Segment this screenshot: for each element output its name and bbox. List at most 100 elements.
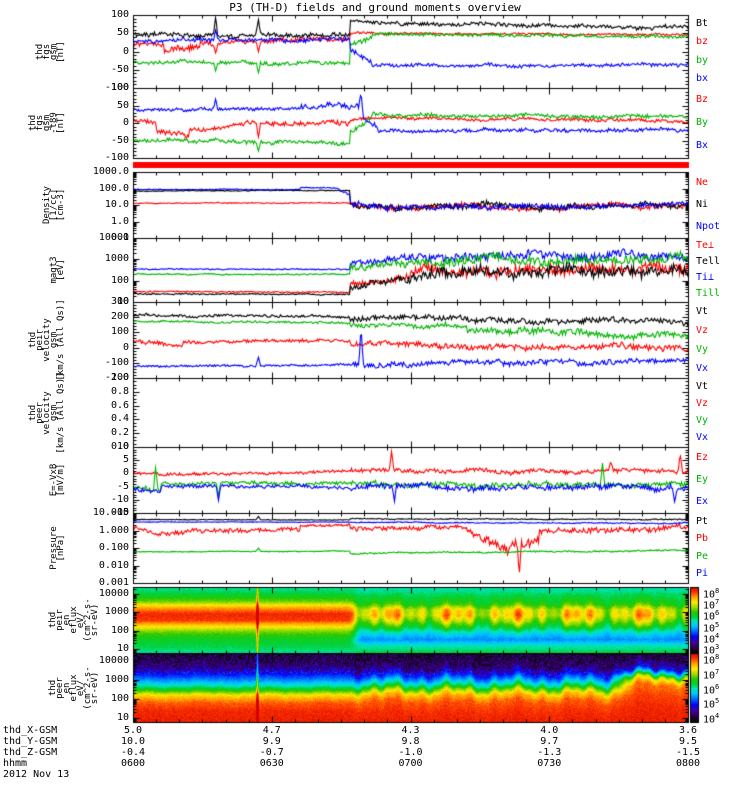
legend-Pb: Pb	[696, 533, 709, 545]
legend-Ne: Ne	[696, 177, 709, 188]
y-tick-label: 0.100	[98, 542, 129, 553]
legend-Till: Till	[696, 288, 721, 299]
colorbar-tick-label: 108	[703, 587, 720, 601]
y-tick-label: 0.8	[110, 385, 129, 397]
bottom-row-value: -1.3	[537, 747, 562, 758]
colorbar-tick-label: 103	[703, 643, 720, 657]
y-tick-label: -100	[104, 152, 129, 163]
bottom-row-value: 4.3	[401, 725, 420, 736]
bottom-row-value: 0730	[537, 758, 562, 769]
bottom-row-value: 4.7	[262, 725, 281, 736]
y-tick-label: -5	[116, 480, 129, 492]
legend-Bt: Bt	[696, 18, 709, 30]
y-tick-label: 1000	[104, 253, 129, 265]
y-tick-label: 10000	[98, 654, 129, 666]
y-tick-label: -15	[110, 507, 129, 518]
legend-Ni: Ni	[696, 199, 709, 210]
bottom-row-value: -1.5	[675, 747, 701, 758]
legend-Ey: Ey	[696, 474, 709, 485]
legend-Vt: Vt	[696, 305, 709, 317]
y-tick-label: 1.0	[110, 372, 129, 383]
bottom-row-value: 10.0	[120, 736, 146, 747]
date-label: 2012 Nov 13	[3, 769, 70, 780]
colorbar-tick-label: 108	[703, 653, 720, 667]
y-tick-label: 0.1	[110, 232, 129, 243]
y-tick-label: 100.0	[98, 182, 129, 194]
bottom-row-label: thd_Y-GSM	[3, 736, 58, 747]
bottom-row-value: -0.4	[120, 747, 146, 758]
legend-Pi: Pi	[696, 568, 709, 580]
y-tick-label: 10	[116, 642, 129, 654]
legend-Ez: Ez	[696, 452, 709, 463]
y-tick-label: 0	[122, 467, 129, 479]
legend-Npot: Npot	[696, 221, 721, 232]
y-tick-label: -50	[110, 134, 129, 146]
legend-Te⊥: Te⊥	[696, 240, 715, 251]
y-tick-label: 1.0	[110, 215, 129, 227]
legend-Vy: Vy	[696, 343, 709, 355]
y-tick-label: 0.010	[98, 559, 129, 571]
y-tick-label: 5	[122, 454, 129, 466]
bottom-row-value: 5.0	[123, 725, 143, 736]
colorbar-tick-label: 105	[703, 697, 720, 711]
colorbar-tick-label: 104	[703, 712, 720, 726]
y-tick-label: 1000	[104, 673, 129, 685]
y-tick-label: 100	[110, 274, 129, 286]
legend-Tell: Tell	[696, 256, 721, 267]
y-tick-label: 50	[116, 99, 129, 111]
y-tick-label: -200	[104, 372, 129, 383]
bottom-row-value: -0.7	[259, 747, 284, 758]
legend-bx: bx	[696, 72, 709, 84]
legend-Ex: Ex	[696, 496, 709, 507]
y-tick-label: 50	[116, 27, 129, 39]
colorbar-tick-label: 104	[703, 631, 720, 646]
bottom-row-value: 4.0	[540, 725, 559, 736]
legend-Vx: Vx	[696, 432, 709, 444]
legend-Pt: Pt	[696, 515, 709, 527]
y-tick-label: 100	[110, 326, 129, 338]
bottom-row-value: 0800	[675, 758, 701, 769]
y-tick-label: 10	[116, 711, 129, 723]
y-tick-label: 10.000	[92, 507, 129, 518]
y-tick-label: 10.0	[104, 199, 129, 210]
legend-Vy: Vy	[696, 415, 709, 427]
colorbar-tick-label: 107	[703, 667, 720, 682]
bottom-row-value: 0630	[259, 758, 284, 769]
y-tick-label: -100	[104, 356, 129, 368]
y-tick-label: 10	[116, 441, 129, 452]
y-tick-label: 0.6	[110, 399, 129, 411]
y-tick-label: 100	[110, 82, 129, 93]
bottom-row-value: 3.6	[678, 725, 698, 736]
bottom-row-value: 9.8	[401, 736, 420, 747]
y-tick-label: 0	[122, 341, 129, 353]
legend-by: by	[696, 54, 709, 66]
y-tick-label: 100	[110, 9, 129, 20]
bottom-row-value: 9.9	[262, 736, 281, 747]
colorbar-tick-label: 107	[703, 598, 720, 612]
y-tick-label: 1000	[104, 606, 129, 618]
y-tick-label: 0.001	[98, 577, 129, 588]
legend-Pe: Pe	[696, 550, 709, 562]
legend-By: By	[696, 117, 709, 128]
legend-bz: bz	[696, 36, 709, 48]
bottom-row-label: thd_X-GSM	[3, 725, 58, 736]
legend-Bz: Bz	[696, 93, 709, 105]
legend-Vz: Vz	[696, 324, 709, 336]
y-tick-label: 10000	[98, 232, 129, 243]
legend-Vz: Vz	[696, 397, 709, 409]
y-tick-label: 0.2	[110, 427, 129, 439]
legend-Ti⊥: Ti⊥	[696, 272, 715, 283]
bottom-row-value: -1.0	[398, 747, 423, 758]
y-tick-label: 0.0	[110, 441, 129, 452]
y-tick-label: 300	[110, 296, 129, 307]
y-tick-label: -50	[110, 63, 129, 75]
legend-Vx: Vx	[696, 362, 709, 374]
page-title: P3 (TH-D) fields and ground moments over…	[229, 1, 521, 14]
bottom-row-label: thd_Z-GSM	[3, 747, 58, 758]
y-tick-label: 1000.0	[92, 166, 129, 177]
bottom-row-value: 0700	[398, 758, 423, 769]
bottom-row-value: 0600	[120, 758, 146, 769]
